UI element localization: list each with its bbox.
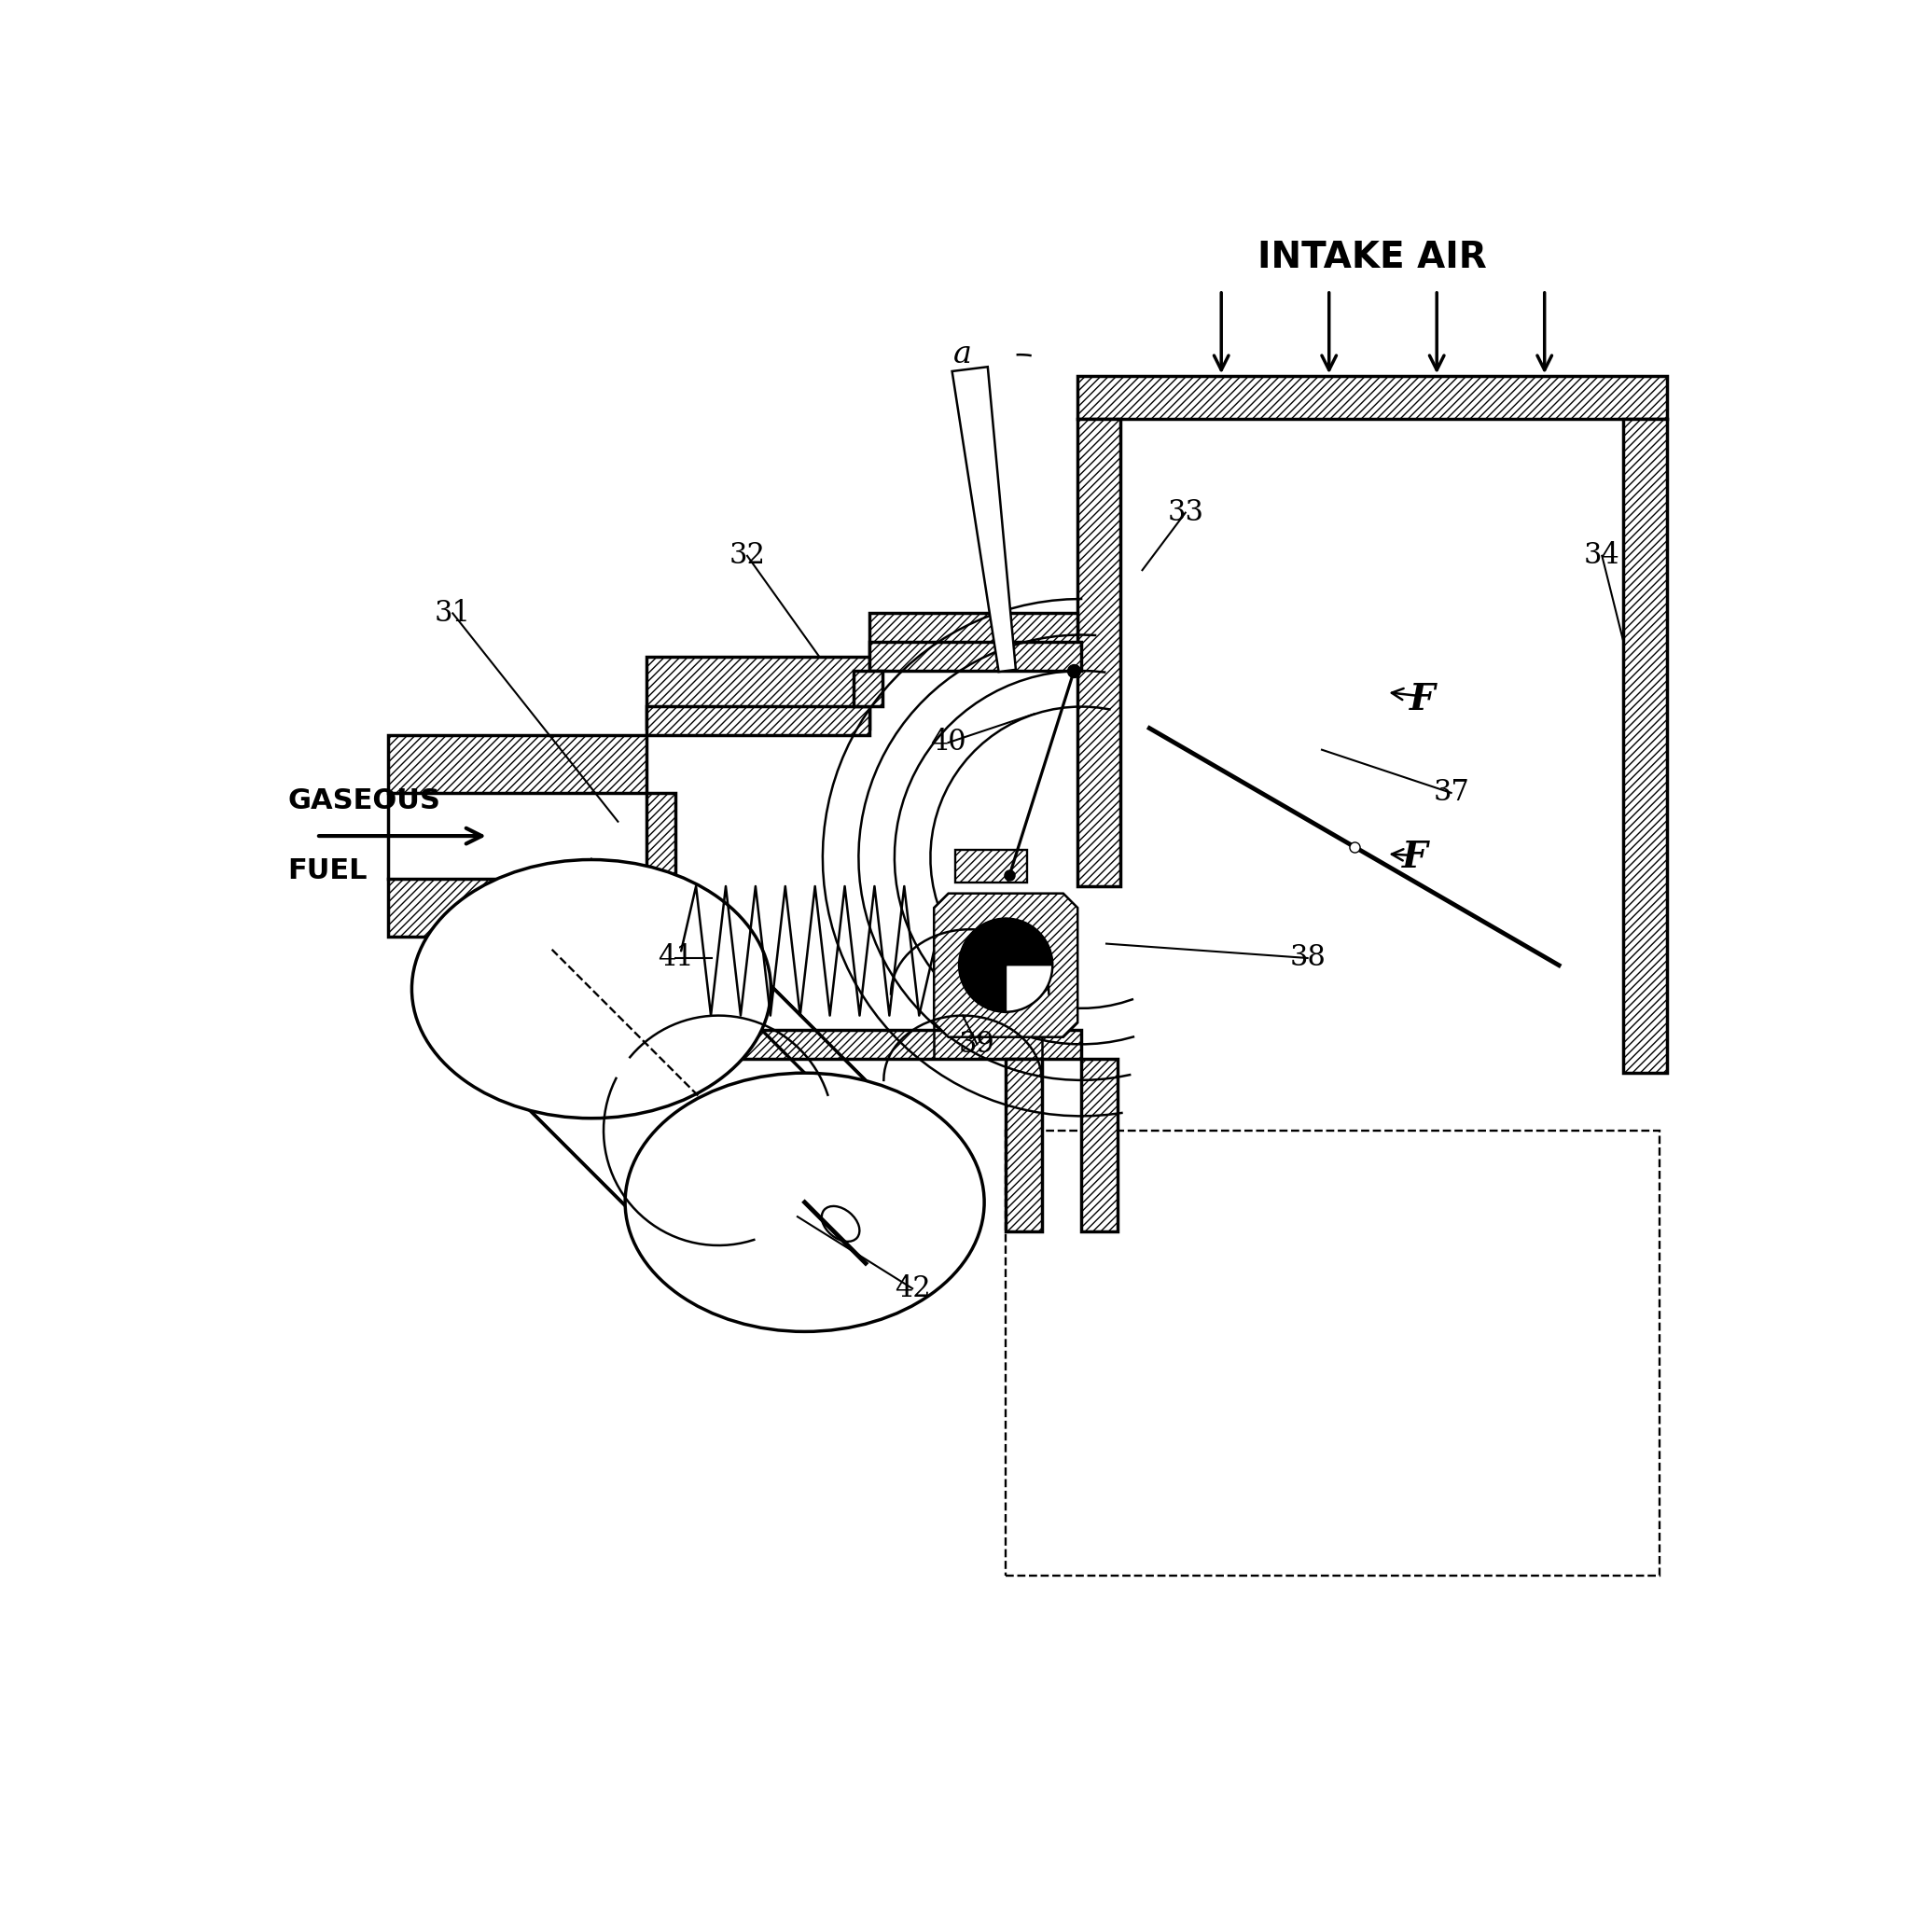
- Text: 37: 37: [1434, 779, 1468, 808]
- Text: 40: 40: [930, 728, 966, 757]
- Polygon shape: [646, 657, 868, 728]
- Text: F: F: [1403, 840, 1428, 875]
- Polygon shape: [387, 879, 646, 937]
- Polygon shape: [868, 641, 1081, 670]
- Text: 41: 41: [658, 943, 694, 972]
- Text: 33: 33: [1167, 498, 1204, 527]
- Text: 42: 42: [895, 1273, 930, 1302]
- Text: F: F: [1409, 682, 1436, 717]
- Polygon shape: [1077, 377, 1666, 419]
- Wedge shape: [958, 918, 1006, 1012]
- Polygon shape: [646, 1030, 1081, 1059]
- Polygon shape: [1006, 1059, 1041, 1231]
- Text: 34: 34: [1583, 541, 1620, 570]
- Circle shape: [958, 918, 1052, 1012]
- Polygon shape: [868, 612, 1077, 657]
- Text: GASEOUS: GASEOUS: [288, 788, 441, 815]
- Polygon shape: [955, 850, 1028, 883]
- Text: 39: 39: [958, 1030, 995, 1059]
- Text: 38: 38: [1290, 943, 1327, 972]
- Polygon shape: [387, 736, 646, 792]
- Polygon shape: [1077, 419, 1121, 887]
- Polygon shape: [500, 898, 895, 1294]
- Polygon shape: [853, 670, 882, 707]
- Text: a: a: [953, 340, 972, 369]
- Ellipse shape: [625, 1072, 983, 1331]
- Text: 31: 31: [435, 599, 472, 628]
- Polygon shape: [646, 792, 675, 1030]
- Polygon shape: [934, 893, 1077, 1037]
- Wedge shape: [1006, 918, 1052, 966]
- Text: FUEL: FUEL: [288, 858, 368, 885]
- Ellipse shape: [412, 860, 771, 1119]
- Text: INTAKE AIR: INTAKE AIR: [1258, 240, 1488, 276]
- Polygon shape: [646, 707, 868, 736]
- Polygon shape: [1624, 419, 1666, 1072]
- Polygon shape: [1081, 1059, 1118, 1231]
- Polygon shape: [953, 367, 1016, 672]
- Text: 32: 32: [728, 541, 765, 570]
